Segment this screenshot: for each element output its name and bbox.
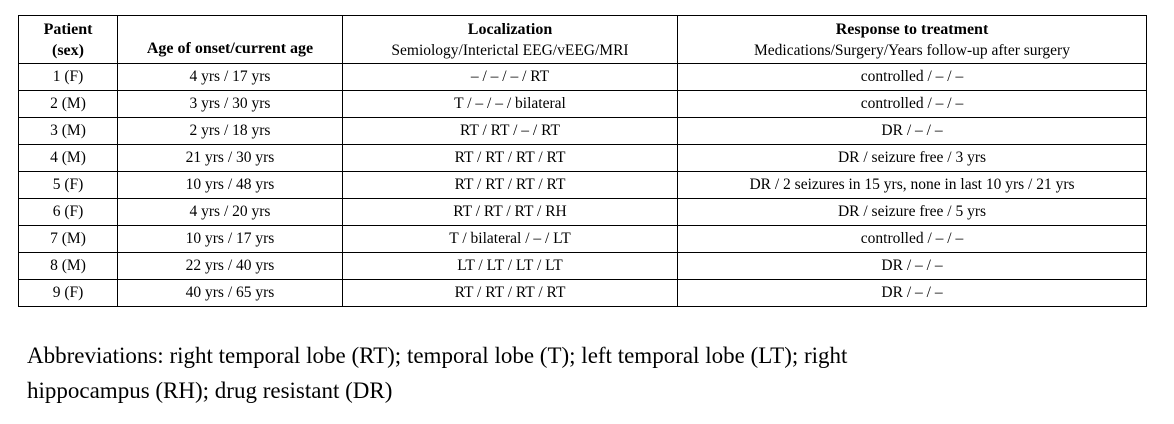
- cell-age: 3 yrs / 30 yrs: [117, 90, 343, 118]
- patient-table: Patient (sex) Age of onset/current age L…: [18, 15, 1147, 307]
- header-response-title: Response to treatment: [835, 20, 989, 38]
- cell-response: DR / – / –: [677, 279, 1147, 307]
- cell-age: 22 yrs / 40 yrs: [117, 252, 343, 280]
- cell-patient: 1 (F): [18, 63, 118, 91]
- table-body: 1 (F) 4 yrs / 17 yrs – / – / – / RT cont…: [18, 63, 1147, 307]
- table-row: 3 (M) 2 yrs / 18 yrs RT / RT / – / RT DR…: [18, 117, 1147, 145]
- cell-age: 4 yrs / 17 yrs: [117, 63, 343, 91]
- cell-age: 10 yrs / 17 yrs: [117, 225, 343, 253]
- header-localization: Localization Semiology/Interictal EEG/vE…: [342, 15, 678, 64]
- header-localization-title: Localization: [467, 20, 553, 38]
- abbreviations-line2: hippocampus (RH); drug resistant (DR): [27, 378, 393, 403]
- cell-localization: RT / RT / RT / RT: [342, 171, 678, 199]
- table-row: 6 (F) 4 yrs / 20 yrs RT / RT / RT / RH D…: [18, 198, 1147, 226]
- cell-localization: RT / RT / RT / RT: [342, 279, 678, 307]
- cell-age: 21 yrs / 30 yrs: [117, 144, 343, 172]
- cell-response: DR / seizure free / 3 yrs: [677, 144, 1147, 172]
- cell-response: DR / 2 seizures in 15 yrs, none in last …: [677, 171, 1147, 199]
- cell-patient: 5 (F): [18, 171, 118, 199]
- cell-patient: 8 (M): [18, 252, 118, 280]
- cell-response: DR / – / –: [677, 252, 1147, 280]
- cell-localization: RT / RT / RT / RT: [342, 144, 678, 172]
- header-patient-sex: Patient (sex): [18, 15, 118, 64]
- cell-response: controlled / – / –: [677, 225, 1147, 253]
- cell-patient: 2 (M): [18, 90, 118, 118]
- header-age-of-onset: Age of onset/current age: [117, 15, 343, 64]
- cell-age: 40 yrs / 65 yrs: [117, 279, 343, 307]
- cell-response: controlled / – / –: [677, 63, 1147, 91]
- table-row: 7 (M) 10 yrs / 17 yrs T / bilateral / – …: [18, 225, 1147, 253]
- table-row: 9 (F) 40 yrs / 65 yrs RT / RT / RT / RT …: [18, 279, 1147, 307]
- cell-response: DR / – / –: [677, 117, 1147, 145]
- header-age-line1: Age of onset/current age: [146, 40, 314, 57]
- cell-localization: RT / RT / – / RT: [342, 117, 678, 145]
- table-header: Patient (sex) Age of onset/current age L…: [18, 15, 1147, 64]
- cell-localization: T / – / – / bilateral: [342, 90, 678, 118]
- header-response-to-treatment: Response to treatment Medications/Surger…: [677, 15, 1147, 64]
- cell-age: 4 yrs / 20 yrs: [117, 198, 343, 226]
- cell-patient: 7 (M): [18, 225, 118, 253]
- header-localization-subtitle: Semiology/Interictal EEG/vEEG/MRI: [391, 41, 629, 59]
- cell-localization: LT / LT / LT / LT: [342, 252, 678, 280]
- cell-localization: RT / RT / RT / RH: [342, 198, 678, 226]
- table-row: 1 (F) 4 yrs / 17 yrs – / – / – / RT cont…: [18, 63, 1147, 91]
- abbreviations-line1: Abbreviations: right temporal lobe (RT);…: [27, 343, 848, 368]
- header-patient-line2: (sex): [52, 41, 84, 59]
- cell-response: controlled / – / –: [677, 90, 1147, 118]
- abbreviations-note: Abbreviations: right temporal lobe (RT);…: [27, 338, 1147, 408]
- cell-localization: – / – / – / RT: [342, 63, 678, 91]
- cell-age: 2 yrs / 18 yrs: [117, 117, 343, 145]
- cell-patient: 6 (F): [18, 198, 118, 226]
- header-row: Patient (sex) Age of onset/current age L…: [18, 15, 1147, 64]
- cell-patient: 9 (F): [18, 279, 118, 307]
- cell-patient: 3 (M): [18, 117, 118, 145]
- cell-patient: 4 (M): [18, 144, 118, 172]
- header-patient-line1: Patient: [43, 20, 93, 38]
- header-response-subtitle: Medications/Surgery/Years follow-up afte…: [754, 41, 1070, 59]
- cell-localization: T / bilateral / – / LT: [342, 225, 678, 253]
- table-row: 8 (M) 22 yrs / 40 yrs LT / LT / LT / LT …: [18, 252, 1147, 280]
- table-row: 2 (M) 3 yrs / 30 yrs T / – / – / bilater…: [18, 90, 1147, 118]
- table-row: 5 (F) 10 yrs / 48 yrs RT / RT / RT / RT …: [18, 171, 1147, 199]
- cell-age: 10 yrs / 48 yrs: [117, 171, 343, 199]
- table-row: 4 (M) 21 yrs / 30 yrs RT / RT / RT / RT …: [18, 144, 1147, 172]
- cell-response: DR / seizure free / 5 yrs: [677, 198, 1147, 226]
